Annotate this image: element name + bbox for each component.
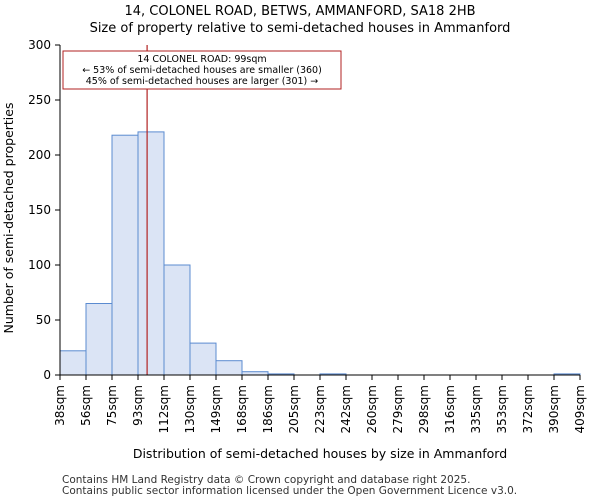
x-tick-label-93sqm: 93sqm — [131, 385, 145, 426]
x-tick-label-298sqm: 298sqm — [417, 385, 431, 433]
x-axis-label: Distribution of semi-detached houses by … — [133, 446, 507, 461]
annotation-line-3: 45% of semi-detached houses are larger (… — [86, 76, 319, 87]
y-tick-label-50: 50 — [36, 313, 51, 327]
bars-group — [59, 131, 581, 376]
annotation-line-2: ← 53% of semi-detached houses are smalle… — [82, 65, 322, 76]
x-tick-label-223sqm: 223sqm — [313, 385, 327, 433]
chart-subtitle: Size of property relative to semi-detach… — [90, 21, 511, 36]
annotation-line-1: 14 COLONEL ROAD: 99sqm — [137, 54, 266, 65]
x-tick-label-409sqm: 409sqm — [573, 385, 587, 433]
x-tick-label-372sqm: 372sqm — [521, 385, 535, 433]
annotation-box: 14 COLONEL ROAD: 99sqm ← 53% of semi-det… — [62, 50, 342, 90]
x-tick-label-335sqm: 335sqm — [469, 385, 483, 433]
chart-title: 14, COLONEL ROAD, BETWS, AMMANFORD, SA18… — [124, 4, 475, 19]
x-tick-label-112sqm: 112sqm — [157, 385, 171, 433]
x-tick-label-75sqm: 75sqm — [105, 385, 119, 426]
x-tick-label-168sqm: 168sqm — [235, 385, 249, 433]
bar-149sqm — [215, 360, 243, 376]
x-tick-label-390sqm: 390sqm — [547, 385, 561, 433]
x-ticks-group: 38sqm 56sqm 75sqm 93sqm 112sqm 130sqm 149sqm 16… — [53, 375, 587, 433]
x-tick-label-242sqm: 242sqm — [339, 385, 353, 433]
y-tick-label-0: 0 — [43, 368, 51, 382]
y-tick-label-200: 200 — [28, 148, 51, 162]
bar-130sqm — [189, 342, 217, 376]
x-tick-label-56sqm: 56sqm — [79, 385, 93, 426]
bar-93sqm — [137, 131, 165, 376]
bar-75sqm — [111, 134, 139, 376]
y-ticks-group: 0 50 100 150 200 250 300 — [28, 38, 60, 382]
annotation-border — [62, 50, 342, 90]
x-tick-label-130sqm: 130sqm — [183, 385, 197, 433]
y-tick-label-150: 150 — [28, 203, 51, 217]
x-tick-label-149sqm: 149sqm — [209, 385, 223, 433]
x-tick-label-38sqm: 38sqm — [53, 385, 67, 426]
y-axis-label: Number of semi-detached properties — [1, 103, 16, 334]
x-tick-label-316sqm: 316sqm — [443, 385, 457, 433]
bar-38sqm — [59, 350, 87, 376]
x-tick-label-353sqm: 353sqm — [495, 385, 509, 433]
x-tick-label-186sqm: 186sqm — [261, 385, 275, 433]
bar-112sqm — [163, 264, 191, 376]
bar-56sqm — [85, 303, 113, 376]
y-tick-label-300: 300 — [28, 38, 51, 52]
x-tick-label-279sqm: 279sqm — [391, 385, 405, 433]
x-tick-label-260sqm: 260sqm — [365, 385, 379, 433]
y-tick-label-100: 100 — [28, 258, 51, 272]
x-tick-label-205sqm: 205sqm — [287, 385, 301, 433]
y-tick-label-250: 250 — [28, 93, 51, 107]
footer-line-2: Contains public sector information licen… — [62, 485, 517, 497]
footer-line-1: Contains HM Land Registry data © Crown c… — [62, 474, 470, 486]
